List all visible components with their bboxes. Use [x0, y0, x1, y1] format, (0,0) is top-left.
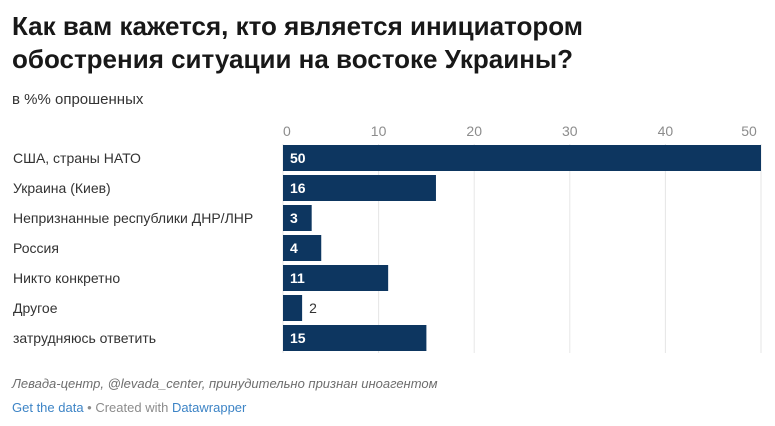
category-label: Никто конкретно: [13, 270, 120, 286]
category-label: Россия: [13, 240, 59, 256]
x-tick-label: 0: [283, 123, 291, 139]
value-label: 2: [309, 300, 317, 316]
value-label: 11: [290, 270, 305, 286]
value-label: 50: [290, 150, 306, 166]
category-label: Украина (Киев): [13, 180, 111, 196]
bar: [283, 205, 312, 231]
bar: [283, 265, 389, 291]
value-label: 3: [290, 210, 298, 226]
footer: Get the data • Created with Datawrapper: [12, 400, 246, 415]
datawrapper-link[interactable]: Datawrapper: [171, 400, 247, 415]
bar: [283, 235, 322, 261]
value-label: 16: [290, 180, 306, 196]
bar: [283, 145, 761, 171]
bar: [283, 295, 303, 321]
footer-separator: • Created with: [83, 400, 172, 415]
x-tick-label: 50: [741, 123, 757, 139]
chart-title: Как вам кажется, кто является инициаторо…: [12, 11, 583, 74]
x-tick-label: 20: [466, 123, 482, 139]
bar-chart: 0 10 20 30 40 50 США, страны НАТО 50 Украина (Ки…: [13, 123, 762, 353]
x-tick-label: 10: [371, 123, 387, 139]
bar: [283, 325, 427, 351]
category-label: Непризнанные республики ДНР/ЛНР: [13, 210, 253, 226]
bar: [283, 175, 436, 201]
category-label: США, страны НАТО: [13, 150, 141, 166]
chart-subtitle: в %% опрошенных: [12, 91, 144, 108]
x-tick-label: 40: [658, 123, 674, 139]
get-data-link[interactable]: Get the data: [12, 400, 84, 415]
category-label: затрудняюсь ответить: [13, 330, 156, 346]
value-label: 4: [290, 240, 298, 256]
category-label: Другое: [13, 300, 58, 316]
source-note: Левада-центр, @levada_center, принудител…: [12, 376, 438, 391]
x-tick-label: 30: [562, 123, 578, 139]
value-label: 15: [290, 330, 306, 346]
